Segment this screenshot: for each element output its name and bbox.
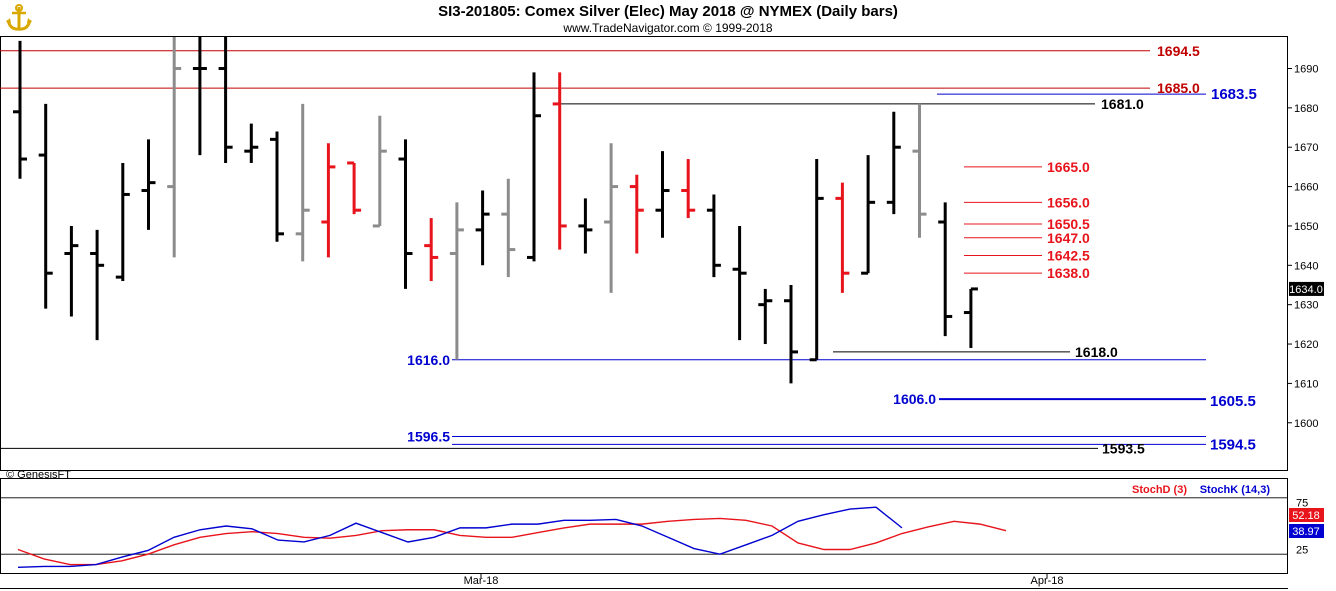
y-tick-label: 1670	[1294, 142, 1318, 154]
level-label-1681.0: 1681.0	[1101, 96, 1144, 112]
y-tick-label: 1660	[1294, 182, 1318, 194]
y-tick-label: 1600	[1294, 418, 1318, 430]
last-price-label: 1634.0	[1289, 284, 1323, 296]
axis-layer: 1600 1610 1620 1630 1640 1650 1660 1670 1680 1690…	[464, 63, 1324, 587]
level-label-1685.0: 1685.0	[1157, 80, 1200, 96]
level-label-1605.5: 1605.5	[1210, 393, 1256, 410]
level-label-1656.0: 1656.0	[1047, 194, 1090, 210]
level-label-1642.5: 1642.5	[1047, 247, 1090, 263]
stoch-series-line	[17, 506, 903, 569]
level-label-1593.5: 1593.5	[1102, 440, 1145, 456]
y-tick-label: 1630	[1294, 300, 1318, 312]
stoch-panel-frame	[0, 478, 1288, 574]
stoch-legend-k: StochK (14,3)	[1200, 484, 1271, 496]
level-label-1647.0: 1647.0	[1047, 230, 1090, 246]
anchor-logo-icon	[5, 4, 33, 32]
chart-subtitle: www.TradeNavigator.com © 1999-2018	[563, 21, 773, 35]
level-label-1616.0: 1616.0	[407, 352, 450, 368]
levels-layer: 1694.5 1685.0 1683.5 1681.0 1665.0 1656.0 1650…	[0, 43, 1257, 456]
y-tick-label: 1650	[1294, 221, 1318, 233]
stoch-y-tick-label: 25	[1296, 545, 1308, 557]
stoch-last-box	[1289, 524, 1324, 538]
chart-title: SI3-201805: Comex Silver (Elec) May 2018…	[438, 3, 898, 20]
level-label-1596.5: 1596.5	[407, 429, 450, 445]
level-label-1650.5: 1650.5	[1047, 216, 1090, 232]
y-tick-label: 1680	[1294, 103, 1318, 115]
y-tick-label: 1690	[1294, 63, 1318, 75]
level-label-1683.5: 1683.5	[1211, 86, 1257, 103]
last-price-box	[1289, 281, 1324, 296]
x-tick-label: Apr-18	[1030, 575, 1063, 587]
chart-header: SI3-201805: Comex Silver (Elec) May 2018…	[0, 0, 1336, 36]
stoch-legend-d: StochD (3)	[1132, 484, 1187, 496]
bars-layer	[13, 37, 978, 384]
level-label-1665.0: 1665.0	[1047, 159, 1090, 175]
stoch-last-label: 38.97	[1292, 526, 1320, 538]
stoch-last-label: 52.18	[1292, 510, 1320, 522]
level-label-1694.5: 1694.5	[1157, 43, 1200, 59]
stoch-y-tick-label: 75	[1296, 498, 1308, 510]
level-label-1606.0: 1606.0	[893, 391, 936, 407]
level-label-1594.5: 1594.5	[1210, 436, 1256, 453]
level-label-1638.0: 1638.0	[1047, 265, 1090, 281]
x-tick-label: Mar-18	[464, 575, 499, 587]
y-tick-label: 1640	[1294, 260, 1318, 272]
price-panel-frame	[0, 36, 1288, 471]
vendor-credit: © GenesisFT	[6, 469, 71, 481]
y-tick-label: 1610	[1294, 378, 1318, 390]
level-label-1618.0: 1618.0	[1075, 344, 1118, 360]
y-tick-label: 1620	[1294, 339, 1318, 351]
stoch-series-line	[17, 517, 1007, 566]
stoch-last-box	[1289, 508, 1324, 522]
